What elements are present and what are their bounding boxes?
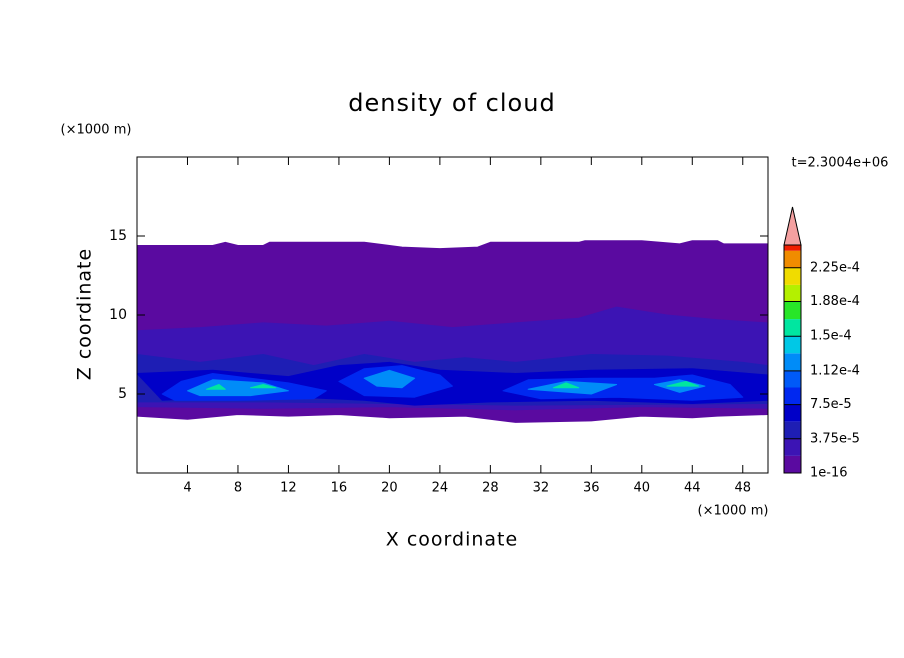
x-tick-label: 20 <box>381 481 398 496</box>
contour-region <box>666 380 700 387</box>
colorbar-tick-label: 3.75e-5 <box>810 431 860 446</box>
colorbar-band <box>784 404 801 422</box>
y-axis-label: Z coordinate <box>74 248 96 380</box>
colorbar-tick-label: 1e-16 <box>810 466 848 481</box>
colorbar-band <box>784 302 801 320</box>
colorbar-tick-label: 1.5e-4 <box>810 329 852 344</box>
chart-title: density of cloud <box>348 89 555 117</box>
colorbar-band <box>784 387 801 405</box>
colorbar-extend <box>783 206 802 246</box>
colorbar-band <box>784 250 801 268</box>
x-tick-label: 28 <box>482 481 499 496</box>
y-tick-label: 15 <box>109 228 127 244</box>
colorbar-tick-label: 2.25e-4 <box>810 260 860 275</box>
contour-region <box>205 384 226 390</box>
colorbar-band <box>784 438 801 456</box>
colorbar-tick-label: 1.88e-4 <box>810 294 860 309</box>
contour-region <box>553 382 580 389</box>
colorbar-band <box>784 353 801 371</box>
colorbar-band <box>784 319 801 337</box>
colorbar-band <box>784 284 801 302</box>
colorbar-tick-label: 1.12e-4 <box>810 363 860 378</box>
contour-region <box>363 369 416 389</box>
colorbar-tick-label: 7.5e-5 <box>810 397 852 412</box>
y-tick-label: 5 <box>118 386 127 402</box>
contour-region <box>187 379 289 397</box>
y-tick-label: 10 <box>109 307 127 323</box>
x-unit-label: (×1000 m) <box>698 504 769 519</box>
colorbar-band <box>784 336 801 354</box>
x-tick-label: 24 <box>432 481 449 496</box>
x-tick-label: 36 <box>583 481 600 496</box>
x-tick-label: 16 <box>331 481 348 496</box>
x-tick-label: 4 <box>183 481 191 496</box>
y-unit-label: (×1000 m) <box>61 123 132 138</box>
x-tick-label: 44 <box>684 481 701 496</box>
colorbar-band <box>784 421 801 439</box>
colorbar-band <box>784 245 801 251</box>
colorbar-band <box>784 455 801 473</box>
x-tick-label: 40 <box>634 481 651 496</box>
x-axis-label: X coordinate <box>386 529 518 551</box>
contour-region <box>250 384 277 389</box>
x-tick-label: 12 <box>280 481 297 496</box>
colorbar-band <box>784 267 801 285</box>
x-tick-label: 48 <box>734 481 751 496</box>
x-tick-label: 8 <box>234 481 242 496</box>
x-tick-label: 32 <box>533 481 550 496</box>
colorbar-band <box>784 370 801 388</box>
time-label: t=2.3004e+06 <box>792 156 889 171</box>
